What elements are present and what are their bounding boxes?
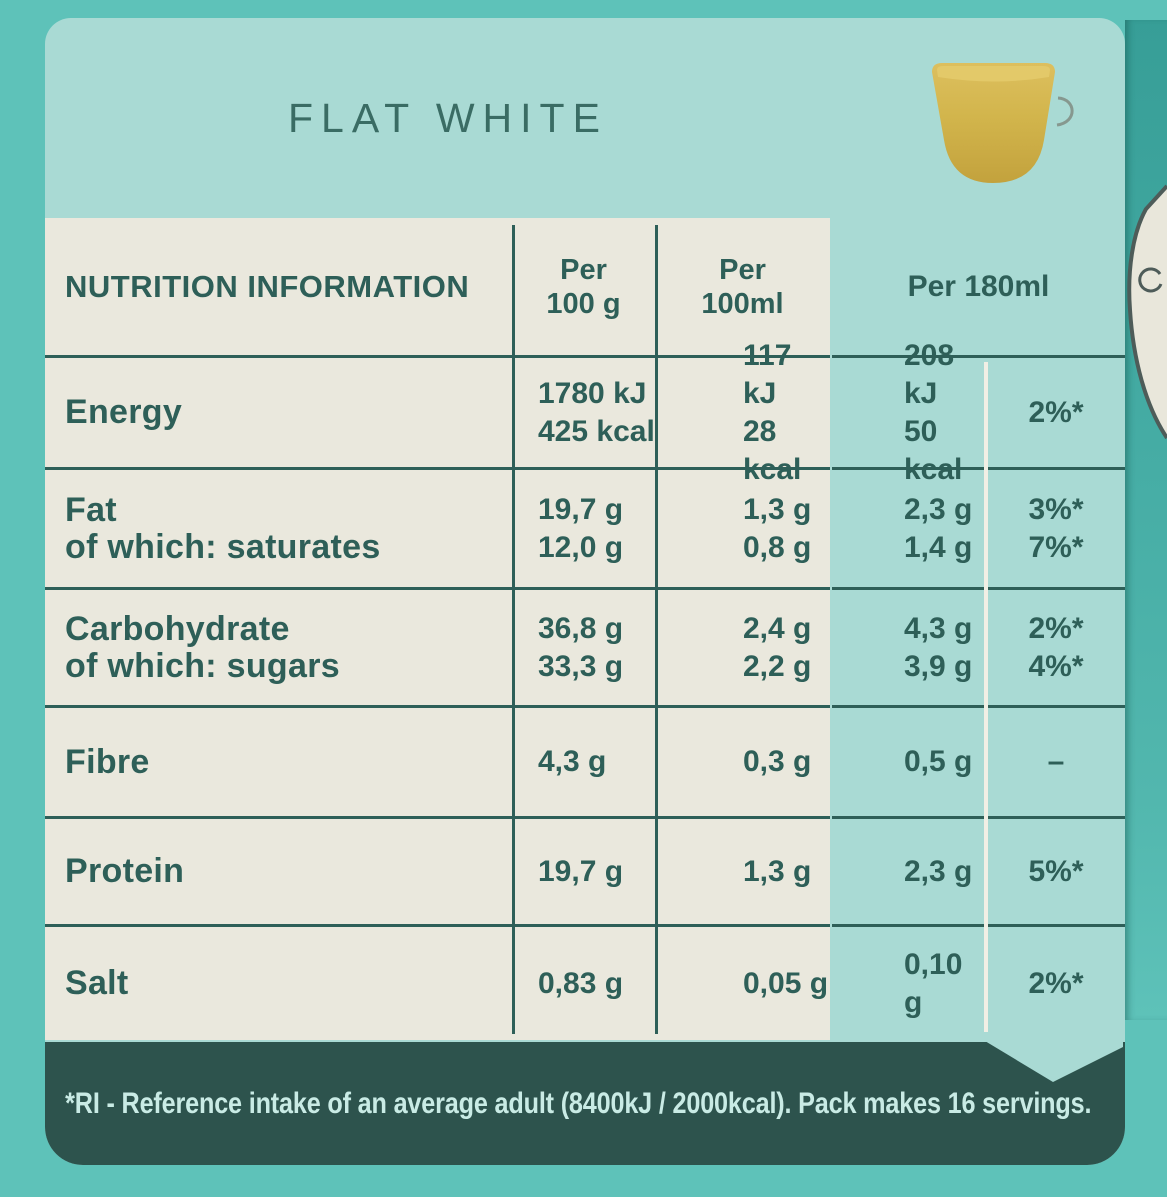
coffee-cup-icon [932,63,1074,183]
product-flavour-title: FLAT WHITE [288,95,608,141]
value-per-180ml: 0,5 g [904,745,973,778]
cup-rim-highlight [937,66,1050,82]
value-per-100ml: 0,05 g [743,966,829,1000]
table-row-fibre: Fibre 4,3 g 0,3 g [45,708,830,819]
value-reference-intake: 5%* [1028,854,1084,888]
column-header-per-180ml: Per 180ml [907,269,1050,303]
table-row-energy: Energy 1780 kJ 425 kcal 117 kJ 28 kcal [45,338,830,486]
row-label: Salt [65,964,129,1002]
cup-body [932,63,1055,183]
table-row-fat: Fat of which: saturates 19,7 g 12,0 g 1,3 … [45,470,830,590]
table-row-carbohydrate: Carbohydrate of which: sugars 36,8 g 33,3 … [45,590,830,708]
column-header-per-100ml: Per 100ml [701,253,784,320]
value-per-100ml: 1,3 g [743,854,812,888]
value-reference-intake: 2%* 4%* [1028,611,1084,683]
value-per-100g: 0,83 g [538,966,624,1000]
cup-handle [1056,96,1074,127]
column-divider-line [512,225,515,1034]
row-label: Carbohydrate of which: sugars [65,609,340,685]
value-reference-intake: – [1047,745,1065,778]
value-per-100g: 4,3 g [538,745,607,778]
package-edge-band [1125,20,1167,1020]
per-serving-column: Per 180ml 208 kJ 50 kcal 2%* 2,3 g 1,4 g 3… [832,218,1125,1040]
value-reference-intake: 2%* [1028,395,1084,429]
value-per-180ml: 2,3 g 1,4 g [904,492,973,564]
adjacent-panel-graphic-fragment [1127,184,1167,440]
nutrition-table: NUTRITION INFORMATION Per 100 g Per 100m… [45,218,830,1040]
serving-row-fat: 2,3 g 1,4 g 3%* 7%* [832,470,1125,590]
label-panel: FLAT WHITE NUTRITION INFORMATION Per 100… [45,18,1125,1165]
serving-header-row: Per 180ml [832,218,1125,358]
value-reference-intake: 3%* 7%* [1028,492,1084,564]
footnote-text: *RI - Reference intake of an average adu… [65,1086,1092,1120]
value-reference-intake: 2%* [1028,966,1084,1000]
value-per-100g: 19,7 g [538,854,624,888]
serving-row-protein: 2,3 g 5%* [832,819,1125,927]
value-per-100ml: 0,3 g [743,745,812,778]
value-per-180ml: 0,10 g [904,947,963,1019]
row-label: Protein [65,852,185,890]
value-per-100ml: 2,4 g 2,2 g [743,611,812,683]
value-per-180ml: 4,3 g 3,9 g [904,611,973,683]
table-title: NUTRITION INFORMATION [65,269,470,304]
row-label: Fat of which: saturates [65,490,381,566]
column-divider-line [655,225,658,1034]
column-header-per-100g: Per 100 g [546,253,621,320]
serving-row-salt: 0,10 g 2%* [832,927,1125,1040]
row-label: Fibre [65,742,150,781]
value-per-100ml: 117 kJ 28 kcal [743,338,802,486]
serving-row-fibre: 0,5 g – [832,708,1125,819]
value-per-100g: 1780 kJ 425 kcal [538,376,655,448]
value-per-100ml: 1,3 g 0,8 g [743,492,812,564]
serving-subcolumn-divider [984,362,988,1032]
table-row-salt: Salt 0,83 g 0,05 g [45,927,830,1040]
value-per-180ml: 208 kJ 50 kcal [904,338,963,486]
serving-row-energy: 208 kJ 50 kcal 2%* [832,338,1125,486]
table-header-row: NUTRITION INFORMATION Per 100 g Per 100m… [45,218,830,358]
serving-row-carbohydrate: 4,3 g 3,9 g 2%* 4%* [832,590,1125,708]
value-per-100g: 19,7 g 12,0 g [538,492,624,564]
value-per-100g: 36,8 g 33,3 g [538,611,624,683]
reference-intake-footer: *RI - Reference intake of an average adu… [45,1042,1125,1165]
value-per-180ml: 2,3 g [904,854,973,888]
row-label: Energy [65,393,183,431]
table-row-protein: Protein 19,7 g 1,3 g [45,819,830,927]
